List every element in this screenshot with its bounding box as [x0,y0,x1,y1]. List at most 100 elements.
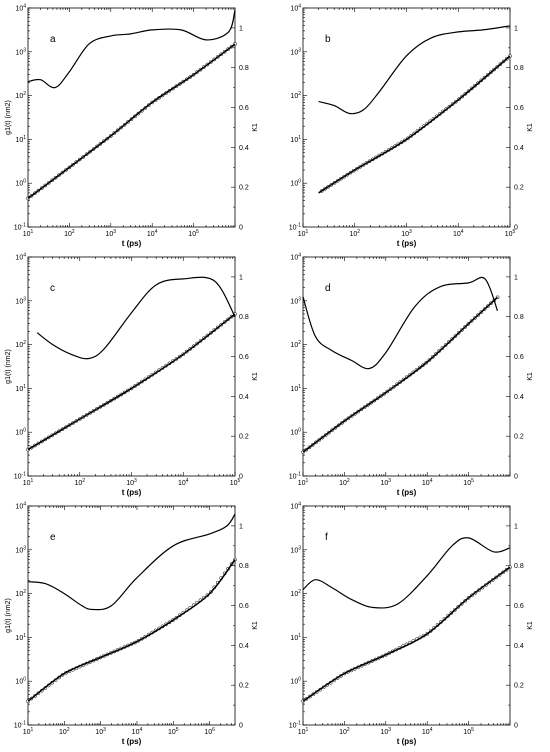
tick-label: 105 [463,478,474,487]
tick-label: 104 [132,727,143,736]
tick-label: 102 [64,229,75,238]
tick-label: 102 [349,229,360,238]
plot-frame [302,505,511,726]
g1-markers [26,312,237,452]
chart-c: 101 102 103 104 105 10-1 100 101 102 103 104 0 0.2 0.… [5,253,259,498]
tick-label: 101 [23,478,34,487]
tick-label: 103 [126,478,137,487]
tick-label: 104 [147,229,158,238]
chart-a: 101 102 103 104 105 10-1 100 101 102 103 104 0 0.2 0.… [5,4,259,249]
g1-fit-line [27,313,236,451]
chart-d: 101 102 103 104 105 10-1 100 101 102 103 104 0 0.2 0.… [289,253,534,498]
y2-tick-label: 0.8 [239,65,249,72]
g1-fit-line [302,296,499,453]
tick-label: 104 [453,229,464,238]
x-axis-label: t (ps) [397,737,417,746]
tick-label: 100 [15,677,26,686]
panel-letter: e [50,532,56,543]
x-axis-label: t (ps) [122,488,142,497]
y2-tick-label: 0 [514,225,518,232]
tick-label: 102 [290,91,301,100]
y2-tick-label: 0.4 [514,643,524,650]
y2-tick-label: 0 [239,723,243,730]
y2-tick-label: 1 [514,25,518,32]
y2-tick-label: 1 [514,523,518,530]
panel-letter: a [50,34,56,45]
tick-label: 101 [298,727,309,736]
tick-label: 101 [290,633,301,642]
tick-label: 100 [290,428,301,437]
y2-axis-label: K1 [527,621,534,630]
panel-e: 101 102 103 104 105 106 10-1 100 101 102 103 104 0 0.… [0,498,275,752]
tick-label: 103 [290,47,301,56]
tick-label: 102 [339,478,350,487]
y2-tick-label: 1 [239,523,243,530]
tick-label: 105 [505,229,516,238]
tick-label: 103 [381,727,392,736]
g1-fit-line [27,43,236,199]
tick-label: 10-1 [289,472,301,481]
tick-label: 103 [15,296,26,305]
tick-label: 105 [230,478,241,487]
tick-label: 101 [15,135,26,144]
panel-d: 101 102 103 104 105 10-1 100 101 102 103 104 0 0.2 0.… [275,249,550,503]
tick-label: 101 [298,229,309,238]
y2-tick-label: 0.8 [239,563,249,570]
tick-label: 104 [15,253,26,262]
tick-label: 103 [95,727,106,736]
g1-fit-line [302,566,511,702]
tick-label: 102 [15,589,26,598]
tick-label: 102 [15,340,26,349]
panel-c: 101 102 103 104 105 10-1 100 101 102 103 104 0 0.2 0.… [0,249,275,503]
tick-label: 105 [188,229,199,238]
tick-label: 101 [15,384,26,393]
tick-label: 10-1 [14,721,26,730]
y-axis-label: g1(t) (nm2) [5,100,12,135]
g1-fit-line [318,55,511,194]
k1-curve [36,276,236,360]
tick-label: 103 [15,545,26,554]
y2-tick-label: 0.8 [514,65,524,72]
plot-frame [302,7,511,228]
tick-label: 104 [15,4,26,13]
g1-markers [26,557,237,704]
plot-frame [27,256,236,477]
tick-label: 103 [290,296,301,305]
y2-tick-label: 0.6 [514,603,524,610]
y2-tick-label: 0.4 [514,145,524,152]
tick-label: 102 [74,478,85,487]
y2-tick-label: 0.6 [514,354,524,361]
y2-tick-label: 0.8 [514,563,524,570]
g1-markers [319,54,512,193]
y2-tick-label: 0 [239,474,243,481]
y2-tick-label: 1 [239,274,243,281]
tick-label: 100 [15,428,26,437]
tick-label: 101 [23,229,34,238]
tick-label: 10-1 [289,223,301,232]
y-axis-label: g1(t) (nm2) [5,598,12,633]
tick-label: 102 [339,727,350,736]
y2-tick-label: 0.8 [239,314,249,321]
y2-axis-label: K1 [252,123,259,132]
k1-curve [302,537,511,609]
tick-label: 101 [298,478,309,487]
tick-label: 102 [290,340,301,349]
y2-axis-label: K1 [527,372,534,381]
tick-label: 100 [290,677,301,686]
tick-label: 104 [422,727,433,736]
tick-label: 102 [290,589,301,598]
y2-tick-label: 0.4 [239,145,249,152]
tick-label: 105 [168,727,179,736]
y2-tick-label: 0.4 [239,394,249,401]
tick-label: 10-1 [14,223,26,232]
y2-tick-label: 0.4 [514,394,524,401]
x-axis-label: t (ps) [122,737,142,746]
tick-label: 106 [204,727,215,736]
tick-label: 103 [401,229,412,238]
tick-label: 104 [178,478,189,487]
y2-tick-label: 0.2 [239,683,249,690]
tick-label: 103 [106,229,117,238]
tick-label: 101 [290,384,301,393]
x-axis-label: t (ps) [122,239,142,248]
